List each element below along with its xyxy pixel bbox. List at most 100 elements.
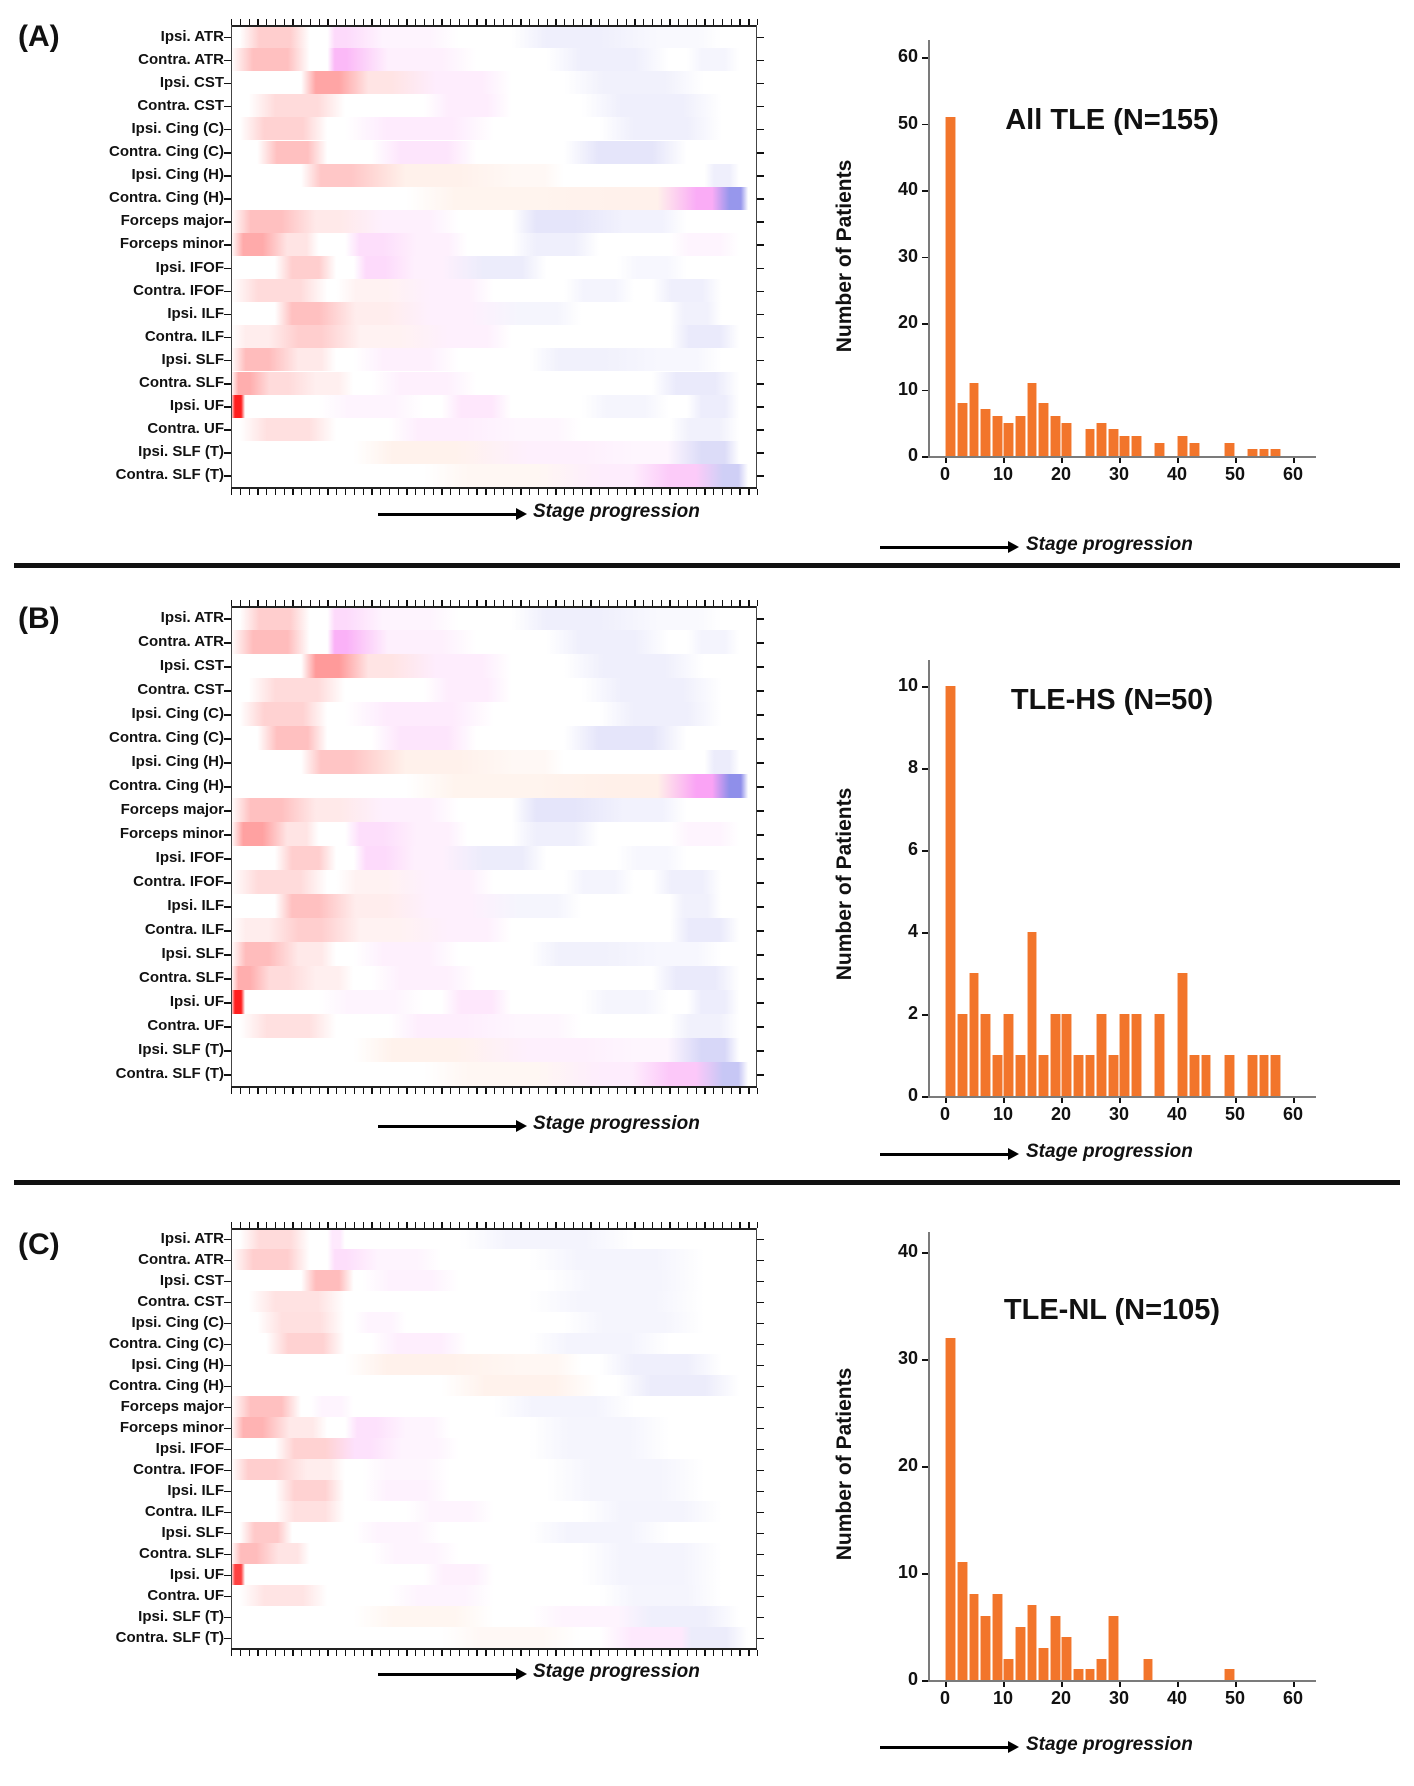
- stage-tick: [257, 489, 259, 495]
- stage-tick: [757, 600, 759, 606]
- y-tick-label: 6: [907, 839, 918, 859]
- stage-tick: [721, 1088, 724, 1094]
- heatmap-row: [231, 1564, 757, 1585]
- hist-bar: [1223, 1055, 1235, 1096]
- heatmap-row-label: Forceps minor: [119, 825, 224, 842]
- stage-tick: [274, 1222, 277, 1228]
- x-axis-tick: [1177, 1098, 1179, 1103]
- stage-arrow-line: [880, 1153, 1008, 1156]
- x-tick-label: 0: [939, 464, 950, 484]
- row-tick: [224, 1490, 231, 1492]
- heatmap-row-label: Contra. Cing (C): [109, 1334, 224, 1352]
- row-tick: [757, 1074, 764, 1076]
- row-tick: [224, 336, 231, 339]
- stage-tick: [257, 600, 259, 606]
- stage-tick: [485, 19, 487, 25]
- stage-tick: [502, 19, 505, 25]
- heatmap-row-label: Forceps major: [120, 1397, 224, 1415]
- x-axis-tick: [1293, 1682, 1295, 1687]
- stage-tick: [397, 1222, 399, 1228]
- heatmap-right-edge: [756, 606, 757, 1086]
- stage-tick: [476, 489, 478, 495]
- stage-arrow-head: [1008, 1148, 1019, 1160]
- stage-tick: [239, 1222, 242, 1228]
- stage-tick: [309, 1222, 312, 1228]
- heatmap-row-label: Ipsi. UF: [169, 993, 224, 1010]
- stage-tick: [274, 489, 277, 495]
- y-axis-tick: [922, 1096, 928, 1098]
- row-tick: [757, 1385, 764, 1387]
- hist-bar: [945, 686, 957, 1096]
- heatmap-row: [231, 463, 757, 487]
- row-tick: [757, 475, 764, 477]
- x-axis-tick: [945, 458, 947, 463]
- stage-tick: [634, 19, 636, 25]
- row-tick: [757, 198, 764, 200]
- heatmap-right-edge: [756, 1228, 757, 1648]
- stage-tick: [599, 600, 601, 606]
- stage-tick: [239, 489, 242, 495]
- stage-tick: [660, 600, 662, 606]
- y-axis-tick: [922, 850, 928, 852]
- stage-tick: [344, 1650, 347, 1656]
- heatmap-top-edge: [231, 1228, 757, 1230]
- hist-title-tle-hs: TLE-HS (N=50): [1010, 684, 1214, 716]
- heatmap-row: [231, 348, 757, 372]
- heatmap-row: [231, 1270, 757, 1291]
- stage-tick: [730, 1650, 732, 1656]
- stage-tick: [643, 19, 645, 25]
- stage-tick: [415, 19, 417, 25]
- panel-a-letter: (A): [18, 20, 60, 53]
- heatmap-row-label: Contra. UF: [147, 1586, 224, 1604]
- stage-tick: [599, 1222, 601, 1228]
- stage-tick: [380, 1222, 382, 1228]
- stage-tick: [607, 1650, 610, 1656]
- x-tick-label: 20: [1050, 1688, 1072, 1708]
- hist-bar: [1026, 932, 1038, 1096]
- stage-tick: [529, 1650, 531, 1656]
- stage-tick: [283, 489, 285, 495]
- stage-tick: [415, 1650, 417, 1656]
- heatmap-row: [231, 702, 757, 726]
- stage-progression-label: Stage progression: [533, 501, 700, 522]
- stage-tick: [318, 1222, 320, 1228]
- stage-tick: [406, 1222, 408, 1228]
- heatmap-row: [231, 798, 757, 822]
- heatmap-row: [231, 94, 757, 118]
- heatmap-left-edge: [231, 1228, 232, 1648]
- stage-tick: [616, 19, 619, 25]
- stage-tick: [537, 1222, 540, 1228]
- y-axis-tick: [922, 57, 928, 59]
- stage-tick: [344, 19, 347, 25]
- y-tick-label: 20: [897, 312, 918, 332]
- stage-tick: [695, 1088, 697, 1094]
- row-tick: [224, 175, 231, 177]
- stage-tick: [318, 1088, 320, 1094]
- stage-tick: [564, 1088, 566, 1094]
- row-tick: [224, 105, 231, 108]
- hist-bar: [1038, 1647, 1049, 1680]
- stage-arrow-line: [378, 1125, 516, 1128]
- row-tick: [224, 128, 231, 131]
- stage-tick: [590, 19, 592, 25]
- x-tick-label: 20: [1050, 464, 1072, 484]
- stage-tick: [713, 1650, 715, 1656]
- hist-title-tle-nl: TLE-NL (N=105): [1003, 1294, 1221, 1326]
- stage-tick: [239, 1650, 242, 1656]
- stage-tick: [362, 1088, 364, 1094]
- heatmap-row: [231, 71, 757, 95]
- heatmap-row-label: Contra. CST: [137, 681, 224, 698]
- stage-tick: [581, 489, 583, 495]
- heatmap-row-label: Forceps minor: [119, 1418, 224, 1436]
- row-tick: [224, 1406, 231, 1408]
- stage-tick: [686, 1088, 689, 1094]
- row-tick: [224, 858, 231, 860]
- stage-tick: [283, 1222, 285, 1228]
- hist-bar: [1084, 429, 1096, 456]
- heatmap-row: [231, 654, 757, 678]
- stage-tick: [686, 600, 689, 606]
- hist-bar: [1096, 1658, 1107, 1680]
- hist-bar: [1096, 422, 1107, 456]
- heatmap-row-label: Contra. ILF: [144, 921, 224, 938]
- stage-tick: [739, 600, 741, 606]
